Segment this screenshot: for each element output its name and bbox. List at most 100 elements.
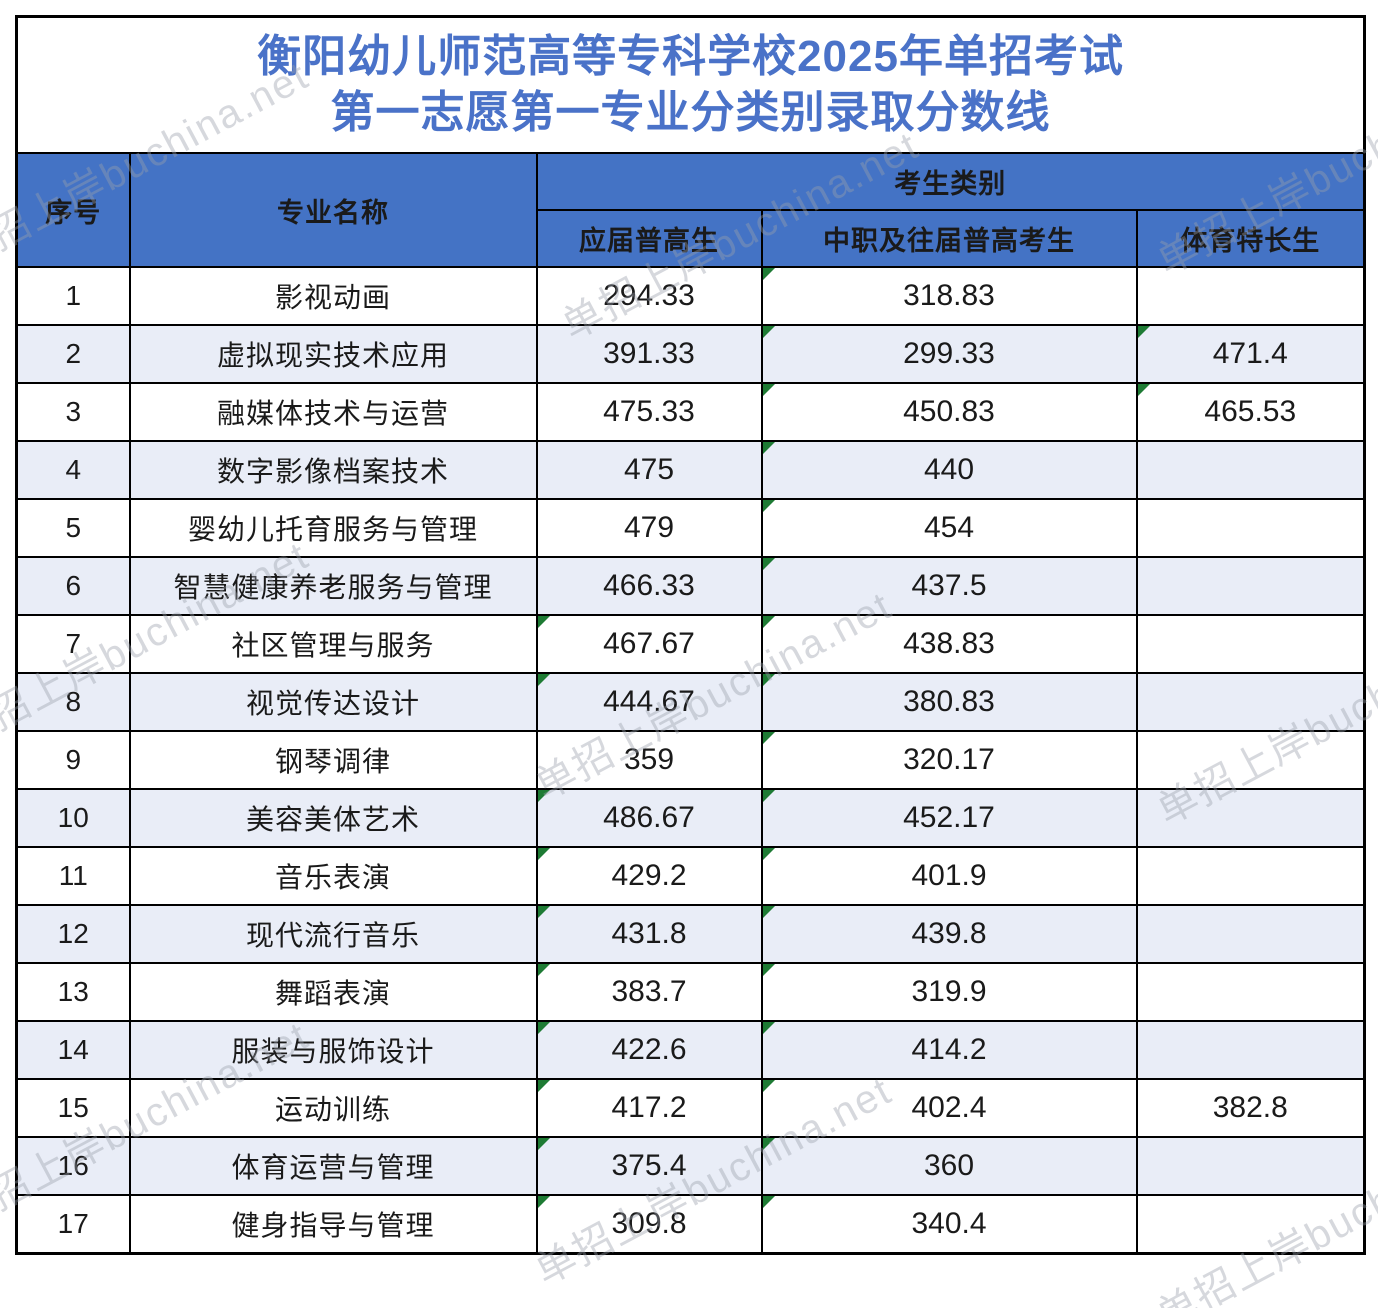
cell-serial-number: 12 bbox=[15, 904, 131, 964]
cell-score-sports-talent bbox=[1135, 1194, 1366, 1255]
header-vocational-previous-students: 中职及往届普高考生 bbox=[760, 209, 1138, 268]
cell-score-fresh-regular: 466.33 bbox=[535, 556, 763, 616]
stored-as-text-triangle-icon bbox=[763, 1139, 775, 1150]
cell-serial-number: 15 bbox=[15, 1078, 131, 1138]
cell-score-vocational-previous: 402.4 bbox=[760, 1078, 1138, 1138]
header-major-name: 专业名称 bbox=[128, 152, 538, 268]
cell-score-fresh-regular: 391.33 bbox=[535, 324, 763, 384]
stored-as-text-triangle-icon bbox=[538, 675, 550, 686]
cell-major-name: 融媒体技术与运营 bbox=[128, 382, 538, 442]
cell-major-name: 现代流行音乐 bbox=[128, 904, 538, 964]
stored-as-text-triangle-icon bbox=[763, 617, 775, 628]
cell-major-name: 钢琴调律 bbox=[128, 730, 538, 790]
cell-score-vocational-previous: 320.17 bbox=[760, 730, 1138, 790]
stored-as-text-triangle-icon bbox=[763, 791, 775, 802]
cell-score-sports-talent bbox=[1135, 672, 1366, 732]
stored-as-text-triangle-icon bbox=[538, 1023, 550, 1034]
cell-score-vocational-previous: 340.4 bbox=[760, 1194, 1138, 1255]
table-row: 11 音乐表演 429.2 401.9 bbox=[15, 846, 1366, 906]
cell-score-sports-talent bbox=[1135, 498, 1366, 558]
table-row: 8 视觉传达设计 444.67 380.83 bbox=[15, 672, 1366, 732]
cell-score-sports-talent bbox=[1135, 962, 1366, 1022]
cell-major-name: 舞蹈表演 bbox=[128, 962, 538, 1022]
cell-serial-number: 10 bbox=[15, 788, 131, 848]
cell-major-name: 智慧健康养老服务与管理 bbox=[128, 556, 538, 616]
cell-score-fresh-regular: 422.6 bbox=[535, 1020, 763, 1080]
cell-serial-number: 3 bbox=[15, 382, 131, 442]
cell-score-fresh-regular: 359 bbox=[535, 730, 763, 790]
cell-score-fresh-regular: 444.67 bbox=[535, 672, 763, 732]
cell-score-sports-talent bbox=[1135, 440, 1366, 500]
table-row: 17 健身指导与管理 309.8 340.4 bbox=[15, 1194, 1366, 1255]
cell-major-name: 社区管理与服务 bbox=[128, 614, 538, 674]
cell-major-name: 体育运营与管理 bbox=[128, 1136, 538, 1196]
cell-score-vocational-previous: 380.83 bbox=[760, 672, 1138, 732]
cell-serial-number: 13 bbox=[15, 962, 131, 1022]
header-row-1: 序号 专业名称 考生类别 bbox=[15, 152, 1366, 268]
stored-as-text-triangle-icon bbox=[538, 849, 550, 860]
cell-serial-number: 5 bbox=[15, 498, 131, 558]
stored-as-text-triangle-icon bbox=[763, 675, 775, 686]
cell-score-fresh-regular: 475 bbox=[535, 440, 763, 500]
cell-score-sports-talent bbox=[1135, 788, 1366, 848]
stored-as-text-triangle-icon bbox=[763, 1023, 775, 1034]
table-row: 2 虚拟现实技术应用 391.33 299.33 471.4 bbox=[15, 324, 1366, 384]
stored-as-text-triangle-icon bbox=[763, 1081, 775, 1092]
cell-major-name: 婴幼儿托育服务与管理 bbox=[128, 498, 538, 558]
table-row: 15 运动训练 417.2 402.4 382.8 bbox=[15, 1078, 1366, 1138]
stored-as-text-triangle-icon bbox=[763, 443, 775, 454]
cell-score-vocational-previous: 437.5 bbox=[760, 556, 1138, 616]
cell-score-vocational-previous: 360 bbox=[760, 1136, 1138, 1196]
stored-as-text-triangle-icon bbox=[538, 791, 550, 802]
cell-serial-number: 1 bbox=[15, 266, 131, 326]
cell-serial-number: 6 bbox=[15, 556, 131, 616]
cell-serial-number: 14 bbox=[15, 1020, 131, 1080]
cell-serial-number: 17 bbox=[15, 1194, 131, 1255]
cell-score-vocational-previous: 438.83 bbox=[760, 614, 1138, 674]
cell-score-sports-talent bbox=[1135, 556, 1366, 616]
stored-as-text-triangle-icon bbox=[763, 385, 775, 396]
cell-score-sports-talent bbox=[1135, 904, 1366, 964]
table-row: 16 体育运营与管理 375.4 360 bbox=[15, 1136, 1366, 1196]
stored-as-text-triangle-icon bbox=[763, 907, 775, 918]
table-row: 1 影视动画 294.33 318.83 bbox=[15, 266, 1366, 326]
cell-score-sports-talent bbox=[1135, 1020, 1366, 1080]
table-row: 3 融媒体技术与运营 475.33 450.83 465.53 bbox=[15, 382, 1366, 442]
cell-score-fresh-regular: 467.67 bbox=[535, 614, 763, 674]
cell-score-sports-talent bbox=[1135, 730, 1366, 790]
stored-as-text-triangle-icon bbox=[538, 617, 550, 628]
stored-as-text-triangle-icon bbox=[1138, 385, 1150, 396]
header-row-2: 应届普高生 中职及往届普高考生 体育特长生 bbox=[17, 209, 1366, 268]
cell-major-name: 影视动画 bbox=[128, 266, 538, 326]
cell-score-vocational-previous: 299.33 bbox=[760, 324, 1138, 384]
cell-score-vocational-previous: 452.17 bbox=[760, 788, 1138, 848]
cell-serial-number: 8 bbox=[15, 672, 131, 732]
cell-major-name: 视觉传达设计 bbox=[128, 672, 538, 732]
stored-as-text-triangle-icon bbox=[763, 327, 775, 338]
stored-as-text-triangle-icon bbox=[538, 907, 550, 918]
cell-score-sports-talent bbox=[1135, 614, 1366, 674]
cell-major-name: 服装与服饰设计 bbox=[128, 1020, 538, 1080]
title-row: 衡阳幼儿师范高等专科学校2025年单招考试 第一志愿第一专业分类别录取分数线 bbox=[15, 15, 1366, 154]
cell-score-vocational-previous: 401.9 bbox=[760, 846, 1138, 906]
cell-serial-number: 4 bbox=[15, 440, 131, 500]
header-fresh-regular-students: 应届普高生 bbox=[535, 209, 763, 268]
cell-score-fresh-regular: 431.8 bbox=[535, 904, 763, 964]
cell-score-sports-talent: 471.4 bbox=[1135, 324, 1366, 384]
stored-as-text-triangle-icon bbox=[538, 965, 550, 976]
table-row: 10 美容美体艺术 486.67 452.17 bbox=[15, 788, 1366, 848]
title-line-1: 衡阳幼儿师范高等专科学校2025年单招考试 bbox=[257, 32, 1124, 81]
stored-as-text-triangle-icon bbox=[763, 501, 775, 512]
cell-major-name: 健身指导与管理 bbox=[128, 1194, 538, 1255]
cell-score-sports-talent bbox=[1135, 1136, 1366, 1196]
cell-score-fresh-regular: 309.8 bbox=[535, 1194, 763, 1255]
cell-score-vocational-previous: 319.9 bbox=[760, 962, 1138, 1022]
cell-score-sports-talent bbox=[1135, 846, 1366, 906]
table-row: 13 舞蹈表演 383.7 319.9 bbox=[15, 962, 1366, 1022]
cell-score-vocational-previous: 454 bbox=[760, 498, 1138, 558]
cell-score-vocational-previous: 439.8 bbox=[760, 904, 1138, 964]
stored-as-text-triangle-icon bbox=[538, 1081, 550, 1092]
stored-as-text-triangle-icon bbox=[763, 269, 775, 280]
cell-score-fresh-regular: 294.33 bbox=[535, 266, 763, 326]
